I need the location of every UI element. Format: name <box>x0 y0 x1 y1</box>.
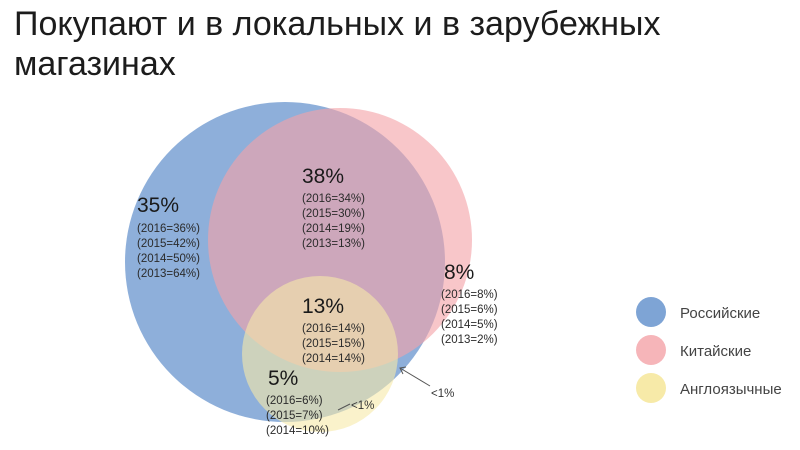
region-chinese-only-2015: (2015=6%) <box>441 304 498 316</box>
legend-item-chinese: Китайские <box>636 335 751 365</box>
region-chinese-only-2016: (2016=8%) <box>441 289 498 301</box>
region-all-three-2015: (2015=15%) <box>302 338 365 350</box>
region-chinese-only-2014: (2014=5%) <box>441 319 498 331</box>
note-chinese-english-arrowhead <box>399 366 407 375</box>
region-chinese-only: 8% (2016=8%) (2015=6%) (2014=5%) (2013=2… <box>441 261 498 346</box>
region-russian-only-2016: (2016=36%) <box>137 223 200 235</box>
legend-item-english: Англоязычные <box>636 373 782 403</box>
region-russian-chinese-2013: (2013=13%) <box>302 238 365 250</box>
legend-item-russian: Российские <box>636 297 760 327</box>
region-all-three-2014: (2014=14%) <box>302 353 365 365</box>
circle-english <box>242 276 398 432</box>
region-russian-english-2014: (2014=10%) <box>266 425 329 437</box>
note-english-only: <1% <box>351 400 374 412</box>
page-title: Покупают и в локальных и в зарубежных ма… <box>14 5 661 83</box>
legend-label-english: Англоязычные <box>680 381 782 398</box>
note-english-only-pointer <box>337 403 351 411</box>
region-all-three-2016: (2016=14%) <box>302 323 365 335</box>
region-russian-chinese-2015: (2015=30%) <box>302 208 365 220</box>
region-russian-only-2015: (2015=42%) <box>137 238 200 250</box>
region-russian-chinese-2014: (2014=19%) <box>302 223 365 235</box>
legend-swatch-chinese <box>636 335 666 365</box>
region-russian-chinese: 38% (2016=34%) (2015=30%) (2014=19%) (20… <box>302 165 365 250</box>
note-chinese-english: <1% <box>431 388 454 400</box>
legend-swatch-english <box>636 373 666 403</box>
legend-label-chinese: Китайские <box>680 343 751 360</box>
region-all-three-pct: 13% <box>302 295 344 318</box>
region-russian-only: 35% (2016=36%) (2015=42%) (2014=50%) (20… <box>137 194 200 280</box>
region-russian-english: 5% (2016=6%) (2015=7%) (2014=10%) <box>266 367 329 437</box>
legend: Российские Китайские Англоязычные <box>636 297 782 403</box>
region-russian-english-pct: 5% <box>268 367 298 390</box>
region-russian-only-pct: 35% <box>137 194 179 217</box>
legend-swatch-russian <box>636 297 666 327</box>
note-chinese-english-pointer <box>399 367 431 387</box>
region-chinese-only-pct: 8% <box>444 261 474 284</box>
region-russian-only-2013: (2013=64%) <box>137 268 200 280</box>
legend-label-russian: Российские <box>680 305 760 322</box>
region-russian-chinese-pct: 38% <box>302 165 344 188</box>
region-all-three: 13% (2016=14%) (2015=15%) (2014=14%) <box>302 295 365 365</box>
region-russian-english-2015: (2015=7%) <box>266 410 323 422</box>
region-russian-english-2016: (2016=6%) <box>266 395 323 407</box>
region-chinese-only-2013: (2013=2%) <box>441 334 498 346</box>
region-russian-chinese-2016: (2016=34%) <box>302 193 365 205</box>
region-russian-only-2014: (2014=50%) <box>137 253 200 265</box>
